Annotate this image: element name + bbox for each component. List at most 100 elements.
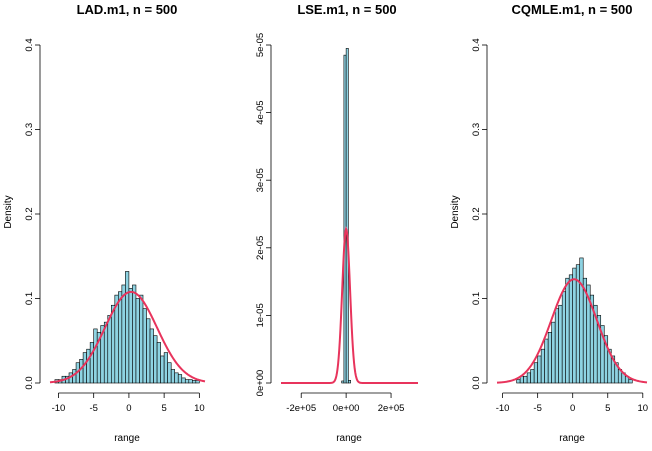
histogram-bar: [192, 380, 197, 384]
histogram-bar: [142, 308, 147, 384]
histogram-bar: [526, 372, 531, 384]
histogram-bar: [103, 321, 109, 384]
x-tick-label: 2e+05: [378, 403, 405, 414]
x-tick-label: -2e+05: [286, 403, 316, 414]
panel-lse-title: LSE.m1, n = 500: [297, 2, 396, 17]
panel-lse-xlabel: range: [336, 433, 362, 444]
histogram-bar: [111, 304, 116, 384]
y-tick-label: 3e-05: [255, 168, 266, 192]
histogram-bar: [146, 318, 151, 384]
histogram-bar: [523, 375, 528, 384]
histogram-bar: [554, 308, 559, 384]
y-tick-label: 0.1: [24, 292, 35, 305]
panel-lad-title: LAD.m1, n = 500: [77, 2, 178, 17]
histogram-bar: [93, 328, 98, 384]
panel-lse-y-axis: 0e+00 1e-05 2e-05 3e-05 4e-05 5e-05: [255, 33, 272, 397]
histogram-bar: [177, 374, 183, 384]
histogram-bar: [86, 348, 91, 384]
histogram-bar: [184, 379, 190, 384]
panel-lad-x-axis: -10 -5 0 5 10: [52, 392, 205, 414]
y-tick-label: 1e-05: [255, 303, 266, 327]
histogram-bar: [341, 380, 345, 384]
histogram-bar: [188, 379, 193, 384]
histogram-bar: [547, 331, 552, 384]
histogram-bar: [149, 328, 154, 384]
histogram-bar: [174, 372, 179, 384]
y-tick-label: 0.3: [471, 123, 482, 136]
x-tick-label: 0e+00: [333, 403, 360, 414]
y-tick-label: 0.0: [471, 376, 482, 389]
histogram-bar: [160, 355, 165, 384]
histogram-bar: [551, 321, 556, 384]
histogram-bar: [167, 362, 172, 384]
histogram-bar: [533, 362, 538, 384]
histogram-bar: [82, 352, 87, 384]
histogram-bar: [153, 335, 158, 384]
histogram-bar: [163, 352, 168, 384]
y-tick-label: 0.4: [24, 38, 35, 51]
panel-cqmle-x-axis: -10 -5 0 5 10: [496, 392, 649, 414]
x-tick-label: -10: [52, 403, 66, 414]
histogram-bar: [544, 338, 549, 384]
panel-cqmle-xlabel: range: [559, 433, 585, 444]
y-tick-label: 0.1: [471, 292, 482, 305]
panel-cqmle: CQMLE.m1, n = 500 Density range -10 -5 0 5 1…: [450, 2, 648, 444]
histogram-bar: [132, 284, 137, 384]
y-tick-label: 0.0: [24, 376, 35, 389]
panel-lse: LSE.m1, n = 500 range -2e+05 0e+00 2e+05 0…: [255, 2, 418, 444]
x-tick-label: 5: [605, 403, 610, 414]
histogram-bar: [530, 369, 535, 384]
histogram-bar: [125, 271, 130, 384]
histogram-bar: [561, 291, 566, 384]
panel-lad-bars: [54, 271, 200, 384]
x-tick-label: -5: [533, 403, 541, 414]
histogram-bar: [516, 379, 521, 384]
x-tick-label: 10: [194, 403, 205, 414]
histogram-bar: [79, 359, 84, 384]
panel-cqmle-curve: [496, 278, 648, 384]
histogram-bar: [568, 274, 574, 384]
histogram-bar: [558, 304, 563, 384]
x-tick-label: 5: [161, 403, 166, 414]
histogram-bar: [118, 291, 123, 384]
density-curve: [281, 226, 418, 384]
panel-cqmle-y-axis: 0.0 0.1 0.2 0.3 0.4: [471, 38, 488, 390]
histogram-bar: [181, 377, 186, 384]
histogram-bar: [579, 257, 584, 384]
histogram-bar: [537, 355, 542, 384]
y-tick-label: 0e+00: [255, 370, 266, 397]
panel-lse-x-axis: -2e+05 0e+00 2e+05: [286, 392, 405, 414]
histogram-bar: [628, 379, 633, 384]
y-tick-label: 0.4: [471, 38, 482, 51]
x-tick-label: 10: [638, 403, 649, 414]
y-tick-label: 4e-05: [255, 100, 266, 124]
histogram-bar: [170, 369, 175, 384]
panel-lad-xlabel: range: [114, 433, 140, 444]
panel-cqmle-ylabel: Density: [450, 195, 461, 228]
histogram-bar: [572, 267, 577, 384]
panel-lad-ylabel: Density: [3, 195, 14, 228]
density-curve: [49, 290, 206, 384]
panel-lad-curve: [49, 290, 206, 384]
y-tick-label: 2e-05: [255, 236, 266, 260]
y-tick-label: 0.2: [471, 207, 482, 220]
histogram-bar: [565, 277, 570, 384]
panel-lad: LAD.m1, n = 500 Density range -10 -5 0 5 10 …: [3, 2, 206, 444]
histogram-bar: [135, 298, 140, 384]
x-tick-label: -10: [496, 403, 510, 414]
histogram-bar: [348, 379, 351, 384]
panel-cqmle-bars: [516, 257, 633, 384]
y-tick-label: 0.2: [24, 207, 35, 220]
histogram-bar: [121, 284, 126, 384]
panel-lse-curve: [281, 226, 418, 384]
histogram-bar: [343, 54, 347, 384]
panel-lad-y-axis: 0.0 0.1 0.2 0.3 0.4: [24, 38, 41, 390]
histogram-bar: [128, 288, 133, 384]
histogram-bar: [107, 315, 112, 384]
density-curve: [496, 278, 648, 384]
panel-cqmle-title: CQMLE.m1, n = 500: [511, 2, 632, 17]
panel-lse-bars: [341, 48, 351, 384]
histogram-bar: [345, 48, 349, 384]
histogram-bar: [156, 342, 161, 384]
